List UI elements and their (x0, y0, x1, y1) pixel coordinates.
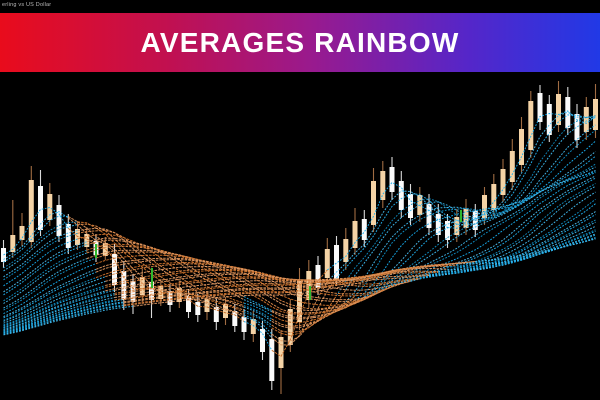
instrument-label: erling vs US Dollar (2, 2, 52, 8)
rainbow-ribbon-layer (3, 110, 596, 358)
signal-markers-layer (95, 210, 462, 300)
banner-title: AVERAGES RAINBOW (140, 26, 460, 58)
title-banner: AVERAGES RAINBOW (0, 13, 600, 72)
candles-layer (1, 81, 598, 394)
